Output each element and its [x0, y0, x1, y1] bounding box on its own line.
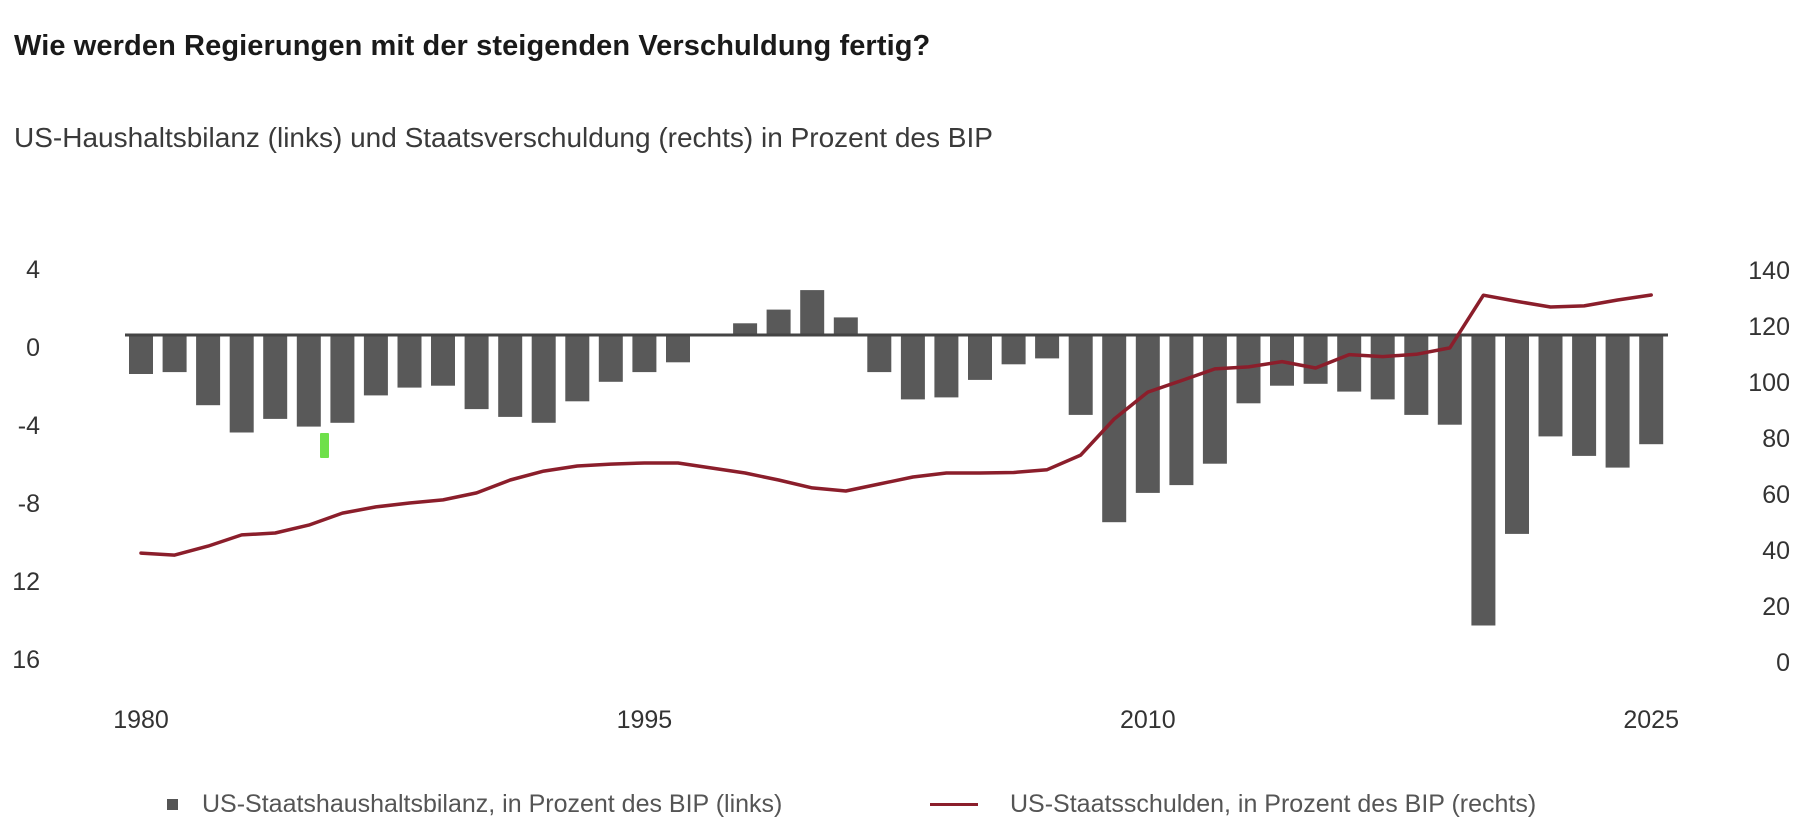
- bar-2025: [1639, 335, 1664, 445]
- right-axis-tick-label: 140: [1748, 257, 1790, 285]
- x-axis-tick-label: 2025: [1623, 706, 1679, 734]
- right-axis-tick-label: 60: [1762, 481, 1790, 509]
- bar-1981: [162, 335, 187, 373]
- bar-2001: [833, 317, 858, 335]
- bar-2012: [1202, 335, 1227, 464]
- x-axis-tick-label: 1995: [617, 706, 673, 734]
- bar-2024: [1605, 335, 1630, 468]
- bar-2021: [1505, 335, 1529, 534]
- bar-2000: [800, 290, 825, 335]
- x-axis-tick-label: 1980: [113, 706, 169, 734]
- legend-line-swatch-icon: [930, 803, 978, 806]
- bar-2022: [1538, 335, 1563, 437]
- bar-2023: [1572, 335, 1597, 456]
- bar-1987: [363, 335, 388, 396]
- bar-2017: [1370, 335, 1395, 400]
- right-axis-tick-label: 20: [1762, 593, 1790, 621]
- bar-1991: [498, 335, 523, 417]
- right-axis-tick-label: 100: [1748, 369, 1790, 397]
- right-axis-tick-label: 40: [1762, 537, 1790, 565]
- bar-1988: [397, 335, 422, 388]
- bar-1980: [129, 335, 153, 374]
- left-axis-tick-label: 12: [12, 568, 40, 596]
- legend-bar-swatch-icon: [167, 799, 178, 810]
- bar-2010: [1135, 335, 1160, 493]
- right-axis-tick-label: 120: [1748, 313, 1790, 341]
- chart-subtitle: US-Haushaltsbilanz (links) und Staatsver…: [14, 122, 993, 153]
- bar-1986: [330, 335, 355, 423]
- chart-title: Wie werden Regierungen mit der steigende…: [14, 30, 931, 62]
- bar-2006: [1001, 335, 1026, 365]
- bar-1998: [733, 323, 758, 335]
- debt-line-series: [139, 293, 1653, 557]
- legend: US-Staatshaushaltsbilanz, in Prozent des…: [0, 790, 1812, 830]
- bar-2011: [1169, 335, 1194, 486]
- bar-2002: [867, 335, 892, 373]
- bar-1995: [632, 335, 657, 373]
- bar-2007: [1035, 335, 1060, 359]
- left-axis-tick-label: 16: [12, 646, 40, 674]
- bar-2008: [1068, 335, 1093, 415]
- bar-1989: [431, 335, 455, 386]
- bar-2003: [900, 335, 925, 400]
- right-axis-tick-label: 0: [1776, 649, 1790, 677]
- bar-1982: [196, 335, 221, 406]
- left-axis-tick-label: 4: [26, 256, 40, 284]
- bar-1992: [531, 335, 556, 423]
- legend-item-debt[interactable]: US-Staatsschulden, in Prozent des BIP (r…: [930, 790, 1536, 819]
- x-axis-tick-label: 2010: [1120, 706, 1176, 734]
- bar-series: [129, 290, 1664, 626]
- bar-2005: [968, 335, 992, 380]
- bar-1983: [229, 335, 254, 433]
- cursor-highlight-marker: [320, 433, 329, 458]
- legend-item-balance[interactable]: US-Staatshaushaltsbilanz, in Prozent des…: [167, 790, 782, 819]
- bar-1985: [296, 335, 321, 427]
- bar-2016: [1337, 335, 1362, 392]
- bar-1994: [598, 335, 623, 382]
- legend-label-debt: US-Staatsschulden, in Prozent des BIP (r…: [1010, 790, 1537, 818]
- left-axis-tick-label: -8: [18, 490, 40, 518]
- bar-1993: [565, 335, 590, 402]
- bar-2018: [1404, 335, 1429, 415]
- left-axis-tick-label: 0: [26, 334, 40, 362]
- left-axis-tick-label: -4: [18, 412, 40, 440]
- bar-1996: [666, 335, 690, 363]
- legend-label-balance: US-Staatshaushaltsbilanz, in Prozent des…: [202, 790, 783, 818]
- x-axis: 1980 1995 2010 2025: [113, 706, 1679, 734]
- left-axis: 4 0 -4 -8 12 16: [12, 256, 40, 674]
- right-axis: 140 120 100 80 60 40 20 0: [1748, 257, 1790, 677]
- bar-2013: [1236, 335, 1261, 404]
- bar-1990: [464, 335, 489, 410]
- bar-2015: [1303, 335, 1328, 384]
- bar-2004: [934, 335, 959, 398]
- bar-1984: [263, 335, 288, 419]
- right-axis-tick-label: 80: [1762, 425, 1790, 453]
- bar-2020: [1471, 335, 1496, 626]
- bar-1999: [766, 309, 791, 335]
